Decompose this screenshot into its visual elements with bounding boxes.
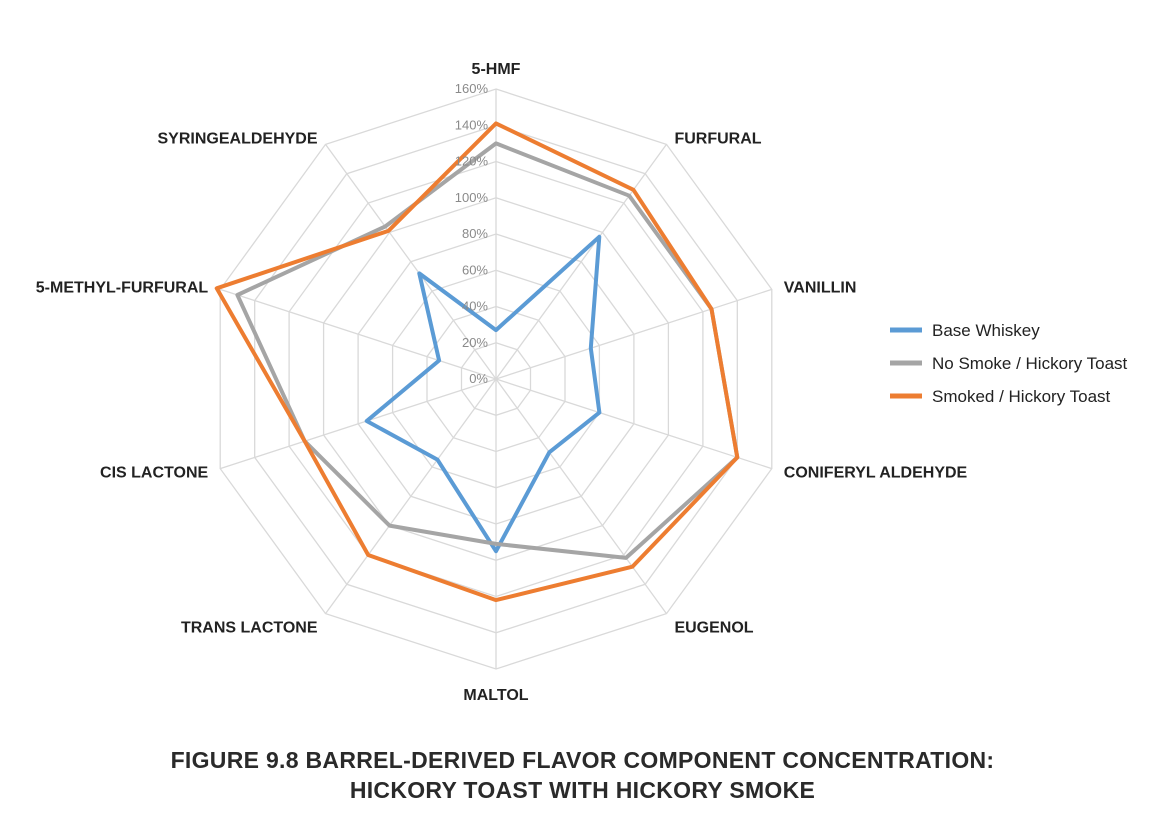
axis-label: 5-HMF (472, 61, 521, 78)
axis-label: TRANS LACTONE (181, 620, 318, 637)
radar-tick-labels: 0% 20% 40% 60% 80% 100% 120% 140% 160% (455, 81, 489, 386)
grid-spoke (219, 378, 497, 470)
axis-label: CIS LACTONE (100, 465, 208, 482)
figure-caption: FIGURE 9.8 BARREL-DERIVED FLAVOR COMPONE… (0, 745, 1165, 805)
grid-spoke (495, 378, 773, 470)
legend-label: Smoked / Hickory Toast (932, 387, 1111, 406)
legend: Base Whiskey No Smoke / Hickory Toast Smok… (890, 321, 1128, 406)
grid-spoke (495, 144, 667, 380)
axis-label: 5-METHYL-FURFURAL (36, 279, 209, 296)
grid-spoke (495, 378, 667, 614)
radar-spokes (219, 89, 773, 669)
tick-label: 160% (455, 81, 489, 96)
axis-label: VANILLIN (784, 279, 857, 296)
caption-line-1: FIGURE 9.8 BARREL-DERIVED FLAVOR COMPONE… (170, 747, 995, 773)
tick-label: 40% (462, 299, 488, 314)
grid-spoke (495, 288, 773, 380)
grid-spoke (325, 378, 497, 614)
axis-label: MALTOL (463, 687, 528, 704)
axis-label: FURFURAL (674, 130, 761, 147)
axis-label: EUGENOL (674, 620, 753, 637)
tick-label: 120% (455, 154, 489, 169)
tick-label: 100% (455, 190, 489, 205)
radar-chart: 0% 20% 40% 60% 80% 100% 120% 140% 160% 5-HMF FURF… (36, 61, 1128, 704)
grid-spoke (325, 144, 497, 380)
tick-label: 140% (455, 117, 489, 132)
legend-label: Base Whiskey (932, 321, 1040, 340)
radar-axis-labels: 5-HMF FURFURAL VANILLIN CONIFERYL ALDEHYDE E… (36, 61, 968, 704)
grid-spoke (219, 288, 497, 380)
tick-label: 20% (462, 335, 488, 350)
tick-label: 80% (462, 226, 488, 241)
tick-label: 60% (462, 262, 488, 277)
series-line (235, 141, 740, 560)
axis-label: SYRINGEALDEHYDE (158, 130, 318, 147)
axis-label: CONIFERYL ALDEHYDE (784, 465, 968, 482)
tick-label: 0% (469, 371, 488, 386)
radar-series (214, 121, 740, 603)
legend-label: No Smoke / Hickory Toast (932, 354, 1128, 373)
caption-line-2: HICKORY TOAST WITH HICKORY SMOKE (349, 777, 816, 803)
